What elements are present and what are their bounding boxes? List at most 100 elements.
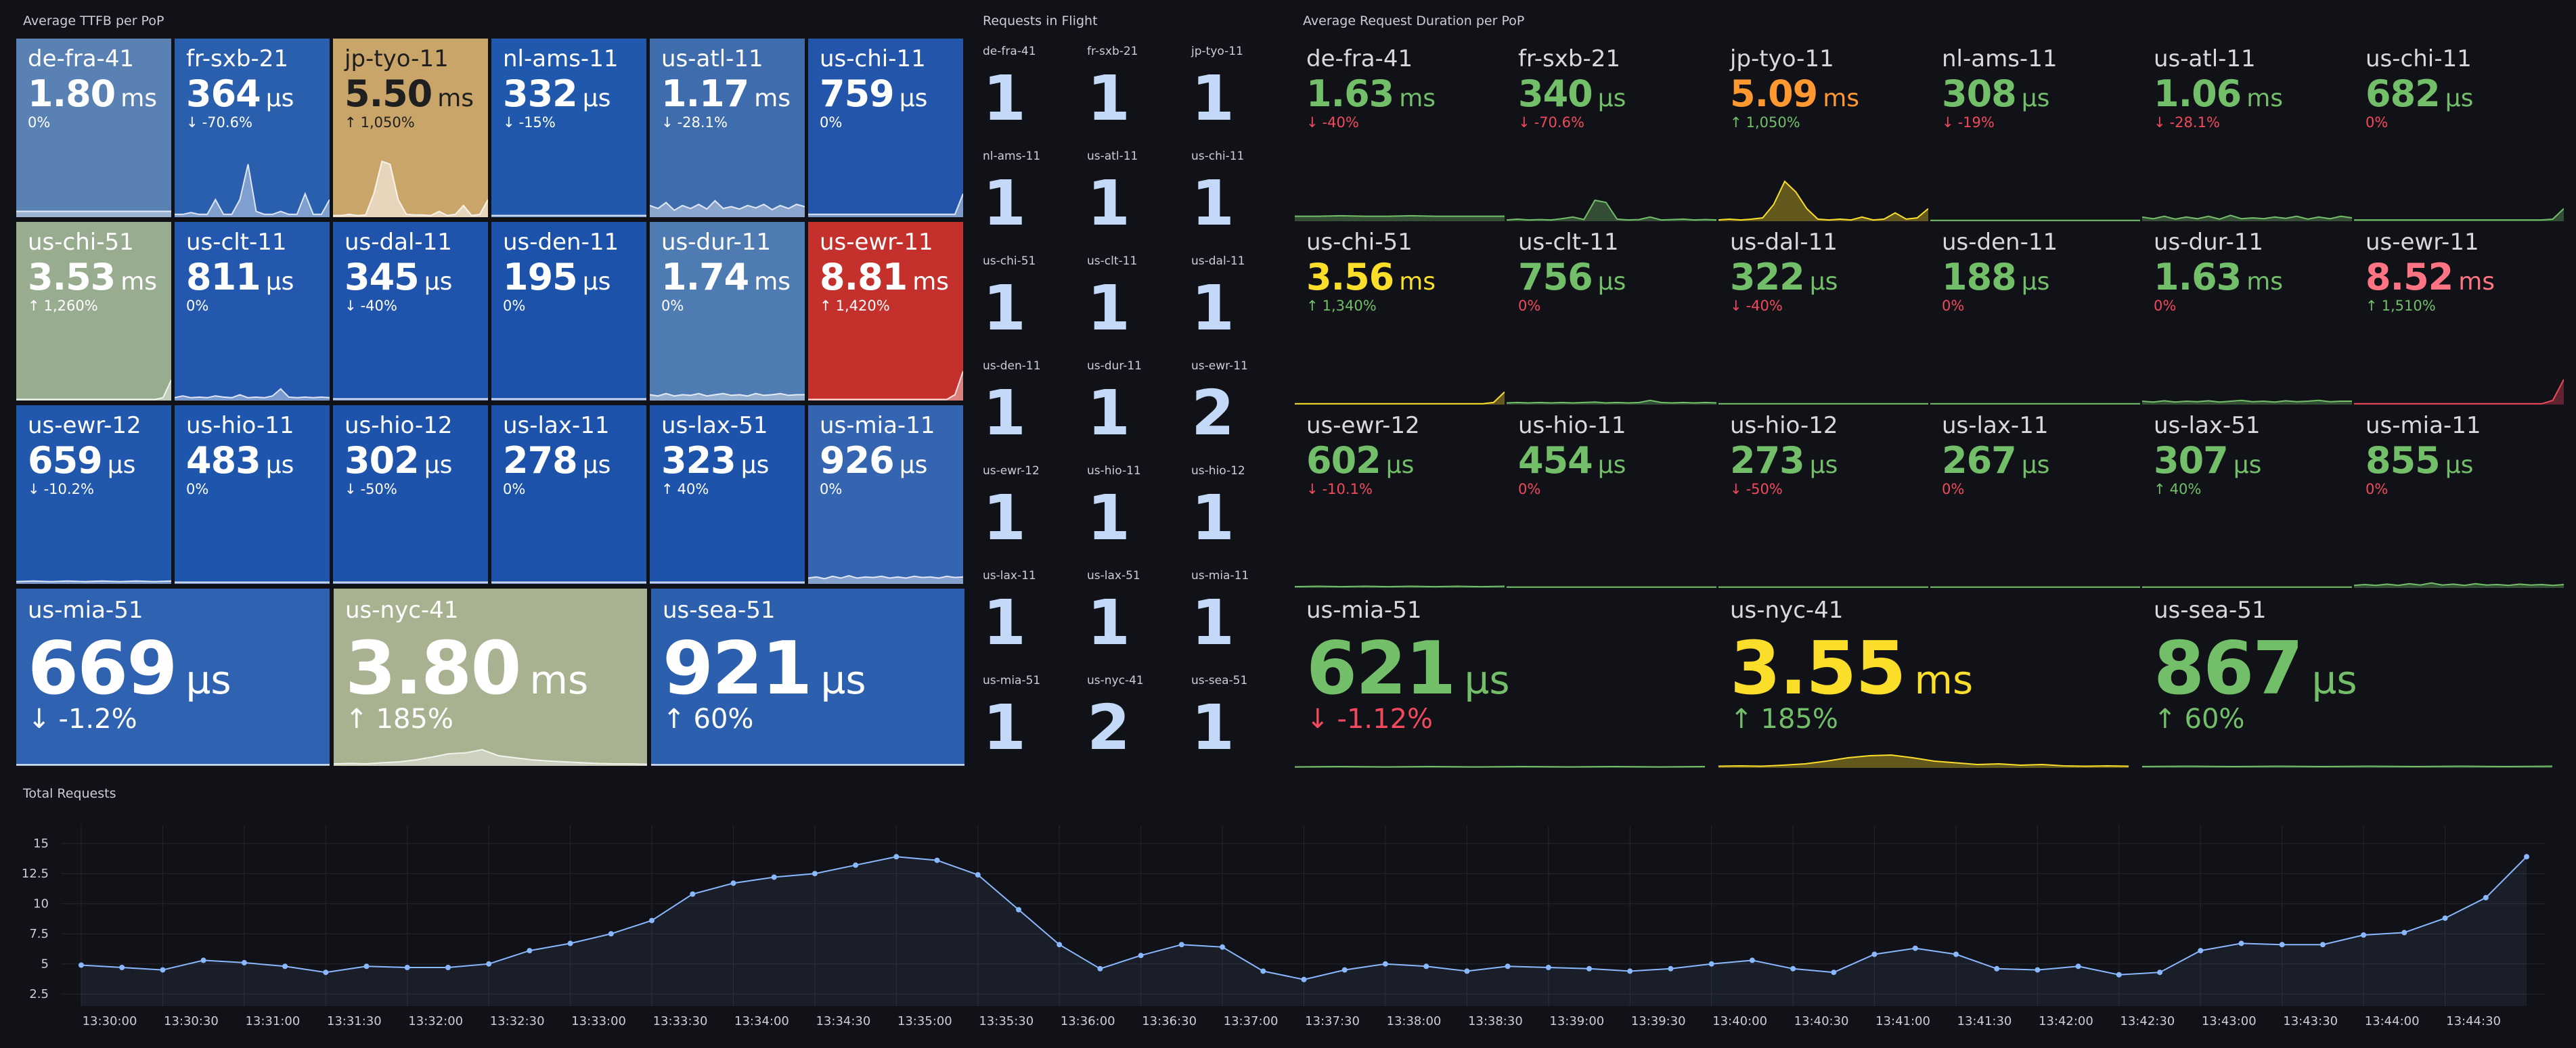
data-point[interactable] — [893, 854, 900, 860]
data-point[interactable] — [2116, 972, 2122, 978]
pop-tile-us-hio-11[interactable]: us-hio-11 483 µs 0% — [175, 405, 330, 584]
data-point[interactable] — [79, 962, 84, 968]
flight-cell-nl-ams-11[interactable]: nl-ams-11 1 — [983, 143, 1084, 245]
data-point[interactable] — [445, 965, 451, 970]
pop-tile-us-sea-51[interactable]: us-sea-51 921 µs ↑ 60% — [651, 589, 964, 766]
data-point[interactable] — [934, 857, 940, 863]
data-point[interactable] — [1220, 944, 1226, 950]
data-point[interactable] — [730, 880, 736, 886]
pop-tile-us-den-11[interactable]: us-den-11 188 µs 0% — [1930, 222, 2140, 405]
data-point[interactable] — [1097, 965, 1103, 972]
pop-tile-nl-ams-11[interactable]: nl-ams-11 308 µs ↓ -19% — [1930, 39, 2140, 221]
flight-cell-us-lax-51[interactable]: us-lax-51 1 — [1087, 563, 1189, 664]
data-point[interactable] — [1382, 961, 1388, 967]
flight-cell-us-sea-51[interactable]: us-sea-51 1 — [1191, 668, 1293, 769]
data-point[interactable] — [1831, 970, 1837, 976]
pop-tile-us-clt-11[interactable]: us-clt-11 811 µs 0% — [175, 222, 330, 401]
pop-tile-us-lax-11[interactable]: us-lax-11 278 µs 0% — [491, 405, 646, 584]
data-point[interactable] — [812, 871, 818, 877]
data-point[interactable] — [2401, 930, 2407, 936]
data-point[interactable] — [1790, 965, 1796, 972]
flight-cell-us-dal-11[interactable]: us-dal-11 1 — [1191, 248, 1293, 350]
data-point[interactable] — [2524, 854, 2529, 860]
pop-tile-us-mia-11[interactable]: us-mia-11 855 µs 0% — [2354, 405, 2564, 588]
flight-cell-us-den-11[interactable]: us-den-11 1 — [983, 353, 1084, 455]
data-point[interactable] — [486, 961, 492, 967]
data-point[interactable] — [1505, 963, 1511, 970]
data-point[interactable] — [1423, 963, 1429, 970]
flight-cell-us-ewr-11[interactable]: us-ewr-11 2 — [1191, 353, 1293, 455]
data-point[interactable] — [1260, 968, 1266, 974]
data-point[interactable] — [2238, 940, 2244, 947]
pop-tile-de-fra-41[interactable]: de-fra-41 1.80 ms 0% — [16, 39, 171, 217]
data-point[interactable] — [323, 970, 329, 976]
data-point[interactable] — [1341, 967, 1348, 973]
data-point[interactable] — [1301, 976, 1307, 982]
data-point[interactable] — [527, 948, 533, 954]
flight-cell-us-lax-11[interactable]: us-lax-11 1 — [983, 563, 1084, 664]
pop-tile-us-den-11[interactable]: us-den-11 195 µs 0% — [491, 222, 646, 401]
data-point[interactable] — [200, 957, 206, 963]
data-point[interactable] — [649, 917, 654, 924]
data-point[interactable] — [1994, 965, 2000, 972]
pop-tile-us-mia-51[interactable]: us-mia-51 621 µs ↓ -1.12% — [1295, 589, 1705, 768]
data-point[interactable] — [1871, 951, 1878, 957]
data-point[interactable] — [119, 965, 125, 970]
data-point[interactable] — [2198, 948, 2204, 954]
data-point[interactable] — [690, 891, 696, 897]
data-point[interactable] — [1138, 953, 1144, 959]
data-point[interactable] — [2279, 942, 2285, 948]
pop-tile-us-dur-11[interactable]: us-dur-11 1.63 ms 0% — [2142, 222, 2352, 405]
flight-cell-us-clt-11[interactable]: us-clt-11 1 — [1087, 248, 1189, 350]
pop-tile-us-atl-11[interactable]: us-atl-11 1.17 ms ↓ -28.1% — [650, 39, 805, 217]
pop-tile-us-clt-11[interactable]: us-clt-11 756 µs 0% — [1507, 222, 1716, 405]
pop-tile-us-chi-11[interactable]: us-chi-11 682 µs 0% — [2354, 39, 2564, 221]
data-point[interactable] — [975, 872, 981, 878]
pop-tile-us-ewr-11[interactable]: us-ewr-11 8.52 ms ↑ 1,510% — [2354, 222, 2564, 405]
flight-cell-us-chi-51[interactable]: us-chi-51 1 — [983, 248, 1084, 350]
pop-tile-fr-sxb-21[interactable]: fr-sxb-21 364 µs ↓ -70.6% — [175, 39, 330, 217]
data-point[interactable] — [2319, 942, 2326, 948]
flight-cell-us-mia-51[interactable]: us-mia-51 1 — [983, 668, 1084, 769]
data-point[interactable] — [1912, 945, 1918, 951]
data-point[interactable] — [241, 959, 247, 965]
pop-tile-fr-sxb-21[interactable]: fr-sxb-21 340 µs ↓ -70.6% — [1507, 39, 1716, 221]
data-point[interactable] — [567, 940, 573, 947]
pop-tile-nl-ams-11[interactable]: nl-ams-11 332 µs ↓ -15% — [491, 39, 646, 217]
pop-tile-us-dal-11[interactable]: us-dal-11 322 µs ↓ -40% — [1718, 222, 1928, 405]
flight-cell-us-atl-11[interactable]: us-atl-11 1 — [1087, 143, 1189, 245]
pop-tile-us-hio-11[interactable]: us-hio-11 454 µs 0% — [1507, 405, 1716, 588]
data-point[interactable] — [1057, 942, 1063, 948]
data-point[interactable] — [2035, 967, 2041, 973]
data-point[interactable] — [608, 931, 614, 937]
data-point[interactable] — [1586, 965, 1592, 972]
data-point[interactable] — [2442, 915, 2448, 921]
pop-tile-us-chi-51[interactable]: us-chi-51 3.56 ms ↑ 1,340% — [1295, 222, 1505, 405]
data-point[interactable] — [363, 963, 370, 970]
pop-tile-us-mia-11[interactable]: us-mia-11 926 µs 0% — [808, 405, 963, 584]
pop-tile-jp-tyo-11[interactable]: jp-tyo-11 5.50 ms ↑ 1,050% — [333, 39, 488, 217]
data-point[interactable] — [1178, 942, 1184, 948]
data-point[interactable] — [1464, 968, 1470, 974]
flight-cell-fr-sxb-21[interactable]: fr-sxb-21 1 — [1087, 39, 1189, 140]
data-point[interactable] — [2157, 970, 2163, 976]
pop-tile-us-lax-51[interactable]: us-lax-51 323 µs ↑ 40% — [650, 405, 805, 584]
pop-tile-us-ewr-12[interactable]: us-ewr-12 602 µs ↓ -10.1% — [1295, 405, 1505, 588]
flight-cell-us-hio-11[interactable]: us-hio-11 1 — [1087, 458, 1189, 560]
flight-cell-us-hio-12[interactable]: us-hio-12 1 — [1191, 458, 1293, 560]
pop-tile-us-dal-11[interactable]: us-dal-11 345 µs ↓ -40% — [333, 222, 488, 401]
pop-tile-us-chi-11[interactable]: us-chi-11 759 µs 0% — [808, 39, 963, 217]
data-point[interactable] — [771, 874, 777, 880]
flight-cell-us-dur-11[interactable]: us-dur-11 1 — [1087, 353, 1189, 455]
pop-tile-us-lax-51[interactable]: us-lax-51 307 µs ↑ 40% — [2142, 405, 2352, 588]
pop-tile-us-mia-51[interactable]: us-mia-51 669 µs ↓ -1.2% — [16, 589, 330, 766]
flight-cell-de-fra-41[interactable]: de-fra-41 1 — [983, 39, 1084, 140]
data-point[interactable] — [1708, 961, 1714, 967]
data-point[interactable] — [2361, 932, 2367, 938]
data-point[interactable] — [2483, 894, 2489, 901]
data-point[interactable] — [1016, 907, 1021, 913]
data-point[interactable] — [160, 967, 166, 973]
data-point[interactable] — [404, 965, 410, 970]
data-point[interactable] — [853, 862, 859, 868]
pop-tile-us-ewr-12[interactable]: us-ewr-12 659 µs ↓ -10.2% — [16, 405, 171, 584]
